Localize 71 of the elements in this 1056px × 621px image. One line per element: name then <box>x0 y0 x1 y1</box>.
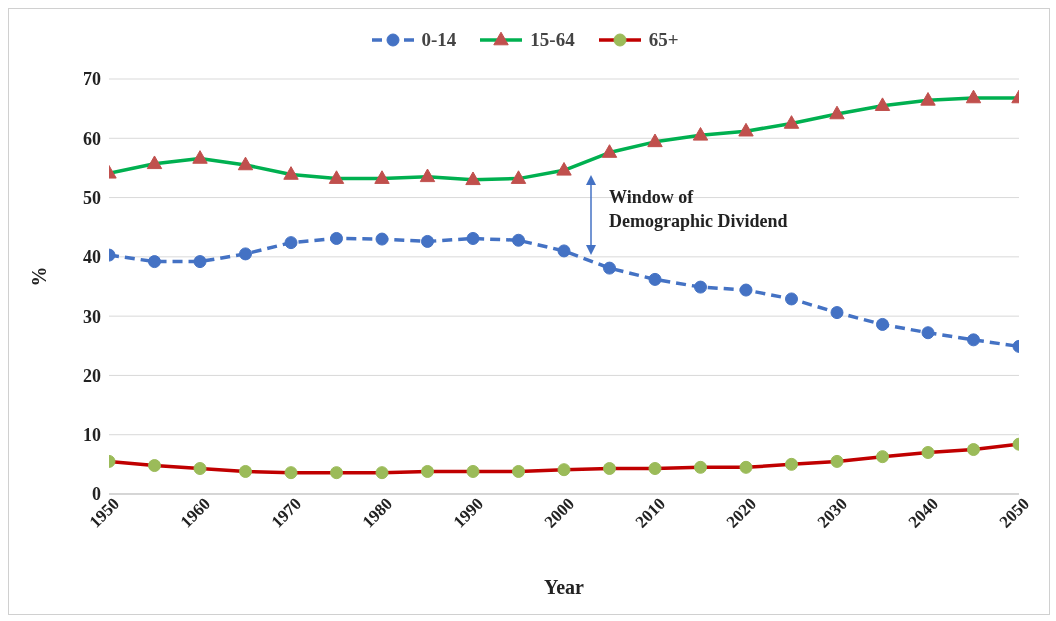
point <box>330 231 343 245</box>
point <box>283 166 299 180</box>
point <box>239 464 252 478</box>
point <box>465 171 481 186</box>
point <box>965 89 982 104</box>
point <box>557 463 571 477</box>
y-tick-label: 40 <box>83 247 101 268</box>
point <box>967 443 980 457</box>
y-axis-title: % <box>28 266 51 287</box>
point <box>830 454 844 468</box>
point <box>148 459 161 473</box>
point <box>146 155 163 170</box>
point <box>466 464 480 478</box>
point <box>557 244 571 258</box>
point <box>284 466 298 480</box>
point <box>785 457 798 471</box>
point <box>921 446 935 459</box>
point <box>556 162 572 176</box>
point <box>374 170 390 184</box>
point <box>419 168 436 183</box>
point <box>648 272 662 286</box>
point <box>284 236 298 250</box>
point <box>921 326 935 340</box>
point <box>192 150 208 164</box>
point <box>328 170 345 184</box>
y-tick-label: 70 <box>83 69 101 90</box>
point <box>648 462 662 476</box>
point <box>739 460 753 474</box>
point <box>193 255 207 269</box>
point <box>512 464 525 478</box>
point <box>239 247 252 261</box>
y-tick-label: 0 <box>92 484 101 505</box>
point <box>193 462 207 476</box>
point <box>330 466 343 480</box>
point <box>830 306 844 320</box>
point <box>967 333 980 347</box>
point <box>876 450 889 464</box>
y-tick-label: 50 <box>83 187 101 208</box>
point <box>647 133 663 148</box>
point <box>874 97 891 111</box>
point <box>783 115 800 129</box>
point <box>512 233 525 247</box>
point <box>603 462 616 476</box>
point <box>692 127 709 141</box>
legend-label: 15-64 <box>529 29 575 51</box>
annotation: Window of Demographic Dividend <box>609 187 788 231</box>
point <box>421 464 434 478</box>
point <box>148 255 161 269</box>
point <box>237 156 254 171</box>
y-tick-label: 20 <box>83 365 101 386</box>
point <box>785 292 798 306</box>
point <box>738 122 754 137</box>
legend-label: 0-14 <box>420 29 457 51</box>
point <box>876 317 889 331</box>
y-tick-label: 60 <box>83 128 101 149</box>
point <box>375 232 389 246</box>
point <box>739 283 753 297</box>
point <box>601 144 618 158</box>
point <box>510 170 527 184</box>
point <box>375 466 389 480</box>
point <box>920 92 936 106</box>
point <box>694 280 707 294</box>
point <box>694 460 707 474</box>
y-tick-label: 10 <box>83 425 101 446</box>
legend-label: 65+ <box>647 29 679 51</box>
y-tick-label: 30 <box>83 306 101 327</box>
x-axis-title: Year <box>544 576 585 598</box>
point <box>829 105 845 120</box>
point <box>466 231 480 245</box>
point <box>421 234 434 248</box>
point <box>603 261 616 275</box>
